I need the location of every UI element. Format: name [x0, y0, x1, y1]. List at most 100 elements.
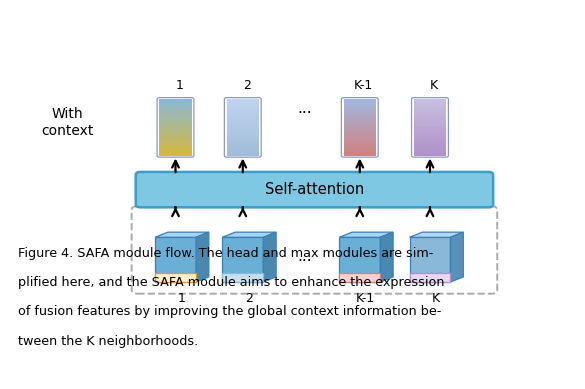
Polygon shape: [159, 117, 192, 120]
Polygon shape: [414, 104, 446, 107]
Text: ...: ...: [297, 249, 311, 264]
Polygon shape: [226, 135, 259, 137]
Polygon shape: [159, 129, 192, 131]
Polygon shape: [414, 127, 446, 129]
Polygon shape: [226, 142, 259, 144]
Polygon shape: [159, 144, 192, 146]
Polygon shape: [159, 119, 192, 122]
Text: plified here, and the SAFA module aims to enhance the expression: plified here, and the SAFA module aims t…: [18, 276, 444, 289]
Polygon shape: [414, 144, 446, 146]
Polygon shape: [450, 232, 463, 282]
Text: K-1: K-1: [355, 79, 373, 92]
Polygon shape: [222, 232, 276, 237]
Polygon shape: [159, 112, 192, 114]
Text: ...: ...: [297, 102, 311, 116]
Polygon shape: [344, 103, 376, 105]
Polygon shape: [226, 129, 259, 131]
Polygon shape: [344, 121, 376, 124]
Polygon shape: [414, 129, 446, 131]
Polygon shape: [344, 116, 376, 118]
Polygon shape: [196, 232, 209, 282]
Polygon shape: [159, 153, 192, 156]
Polygon shape: [344, 129, 376, 131]
Polygon shape: [344, 149, 376, 152]
Polygon shape: [226, 149, 259, 152]
Polygon shape: [344, 101, 376, 103]
Polygon shape: [414, 121, 446, 124]
Polygon shape: [344, 114, 376, 116]
Polygon shape: [159, 106, 192, 109]
FancyBboxPatch shape: [136, 172, 493, 207]
Polygon shape: [344, 106, 376, 109]
Polygon shape: [226, 101, 259, 103]
Polygon shape: [414, 119, 446, 122]
Polygon shape: [159, 127, 192, 129]
Polygon shape: [344, 117, 376, 120]
Polygon shape: [159, 146, 192, 148]
Polygon shape: [226, 133, 259, 135]
Polygon shape: [159, 131, 192, 133]
Polygon shape: [226, 99, 259, 101]
Polygon shape: [344, 112, 376, 114]
Polygon shape: [159, 137, 192, 139]
Polygon shape: [344, 146, 376, 148]
Polygon shape: [159, 151, 192, 154]
Polygon shape: [226, 144, 259, 146]
Polygon shape: [414, 103, 446, 105]
Polygon shape: [155, 237, 196, 282]
Text: 1: 1: [177, 292, 185, 305]
Polygon shape: [159, 125, 192, 128]
Polygon shape: [159, 133, 192, 135]
Polygon shape: [414, 110, 446, 112]
Polygon shape: [414, 142, 446, 144]
Polygon shape: [414, 153, 446, 156]
Polygon shape: [414, 125, 446, 128]
Polygon shape: [414, 99, 446, 101]
Polygon shape: [159, 114, 192, 116]
Polygon shape: [414, 114, 446, 116]
Text: K-1: K-1: [356, 292, 375, 305]
Polygon shape: [159, 123, 192, 126]
Polygon shape: [414, 138, 446, 140]
Polygon shape: [344, 151, 376, 154]
Polygon shape: [344, 140, 376, 142]
Polygon shape: [226, 137, 259, 139]
Text: tween the K neighborhoods.: tween the K neighborhoods.: [18, 335, 198, 347]
Polygon shape: [226, 125, 259, 128]
Polygon shape: [344, 131, 376, 133]
Polygon shape: [344, 137, 376, 139]
Polygon shape: [155, 273, 196, 282]
Polygon shape: [344, 108, 376, 110]
Polygon shape: [414, 140, 446, 142]
Polygon shape: [159, 110, 192, 112]
Polygon shape: [414, 112, 446, 114]
Polygon shape: [344, 119, 376, 122]
Polygon shape: [410, 273, 450, 282]
Polygon shape: [226, 148, 259, 150]
Polygon shape: [222, 273, 263, 282]
Polygon shape: [344, 148, 376, 150]
Text: 1: 1: [176, 79, 184, 92]
Polygon shape: [414, 133, 446, 135]
Polygon shape: [414, 106, 446, 109]
Polygon shape: [414, 135, 446, 137]
Polygon shape: [226, 116, 259, 118]
Polygon shape: [159, 99, 192, 101]
Polygon shape: [226, 131, 259, 133]
Polygon shape: [344, 125, 376, 128]
Polygon shape: [226, 138, 259, 140]
Polygon shape: [414, 131, 446, 133]
Polygon shape: [159, 149, 192, 152]
Text: K: K: [430, 79, 438, 92]
Polygon shape: [263, 232, 276, 282]
Polygon shape: [414, 117, 446, 120]
Polygon shape: [159, 121, 192, 124]
Polygon shape: [414, 148, 446, 150]
Polygon shape: [226, 108, 259, 110]
Polygon shape: [155, 232, 209, 237]
Polygon shape: [344, 144, 376, 146]
Polygon shape: [414, 101, 446, 103]
Polygon shape: [226, 121, 259, 124]
Text: 2: 2: [245, 292, 253, 305]
Polygon shape: [344, 99, 376, 101]
